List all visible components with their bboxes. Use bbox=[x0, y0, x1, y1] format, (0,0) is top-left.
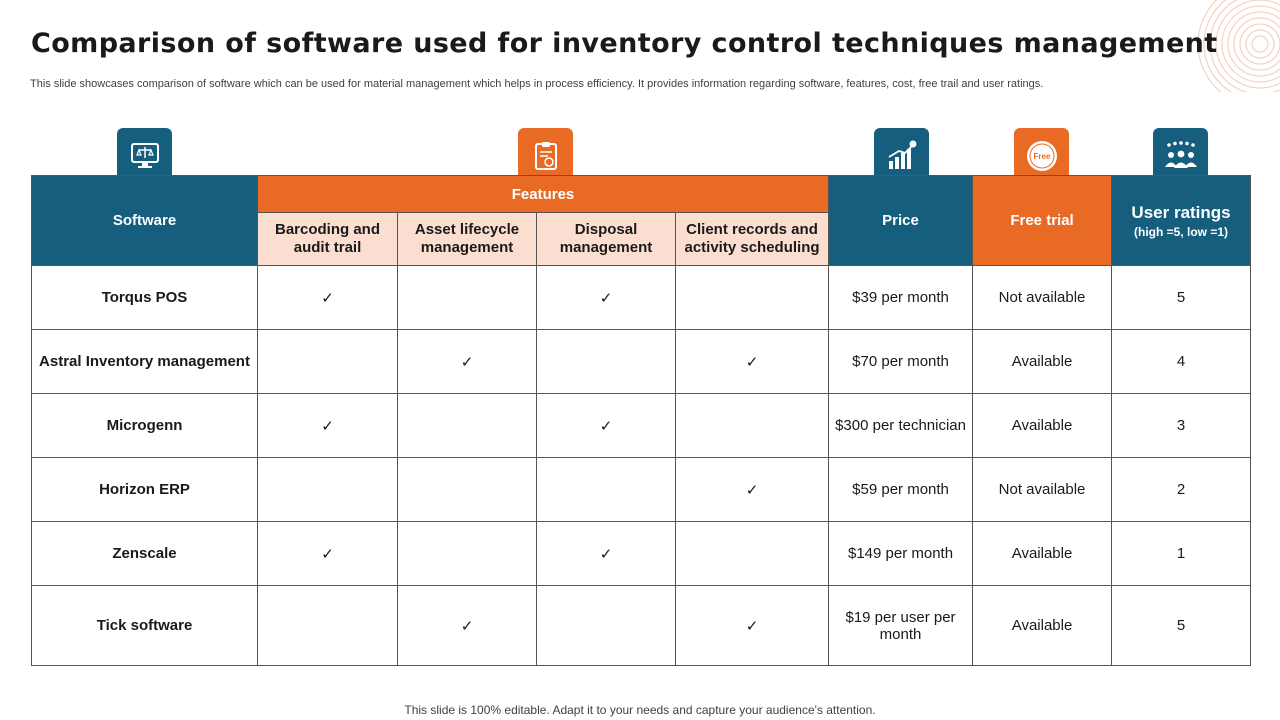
checklist-icon bbox=[518, 128, 573, 183]
table-row: Microgenn ✓ ✓ $300 per technician Available 3 bbox=[31, 393, 1252, 458]
software-name: Zenscale bbox=[31, 521, 258, 586]
rating-cell: 5 bbox=[1111, 585, 1252, 666]
header-free-trial: Free trial bbox=[972, 175, 1113, 266]
monitor-icon bbox=[117, 128, 172, 183]
checkmark-icon: ✓ bbox=[397, 585, 537, 666]
checkmark-icon: ✓ bbox=[674, 329, 830, 394]
rating-cell: 4 bbox=[1111, 329, 1252, 394]
header-software: Software bbox=[31, 175, 258, 266]
empty-cell bbox=[257, 457, 398, 522]
users-rating-icon bbox=[1153, 128, 1208, 183]
free-trial-cell: Not available bbox=[972, 265, 1113, 330]
empty-cell bbox=[397, 457, 537, 522]
empty-cell bbox=[397, 265, 537, 330]
page-subtitle: This slide showcases comparison of softw… bbox=[30, 78, 1044, 90]
growth-chart-icon bbox=[874, 128, 929, 183]
rating-cell: 2 bbox=[1111, 457, 1252, 522]
empty-cell bbox=[536, 329, 676, 394]
free-trial-cell: Not available bbox=[972, 457, 1113, 522]
empty-cell bbox=[397, 393, 537, 458]
checkmark-icon: ✓ bbox=[397, 329, 537, 394]
price-cell: $300 per technician bbox=[828, 393, 974, 458]
checkmark-icon: ✓ bbox=[257, 393, 398, 458]
empty-cell bbox=[674, 393, 830, 458]
empty-cell bbox=[674, 265, 830, 330]
rating-cell: 3 bbox=[1111, 393, 1252, 458]
decorative-rings bbox=[1196, 0, 1280, 92]
header-feature-disposal: Disposal management bbox=[536, 212, 676, 266]
empty-cell bbox=[257, 585, 398, 666]
checkmark-icon: ✓ bbox=[536, 265, 676, 330]
free-badge-text: Free bbox=[1033, 152, 1050, 161]
empty-cell bbox=[674, 521, 830, 586]
header-feature-asset-lifecycle: Asset lifecycle management bbox=[397, 212, 537, 266]
checkmark-icon: ✓ bbox=[536, 393, 676, 458]
software-name: Torqus POS bbox=[31, 265, 258, 330]
price-cell: $19 per user per month bbox=[828, 585, 974, 666]
software-name: Tick software bbox=[31, 585, 258, 666]
free-trial-cell: Available bbox=[972, 393, 1113, 458]
header-price: Price bbox=[828, 175, 974, 266]
price-cell: $59 per month bbox=[828, 457, 974, 522]
checkmark-icon: ✓ bbox=[674, 457, 830, 522]
header-user-ratings: User ratings (high =5, low =1) bbox=[1111, 175, 1252, 266]
user-ratings-scale: (high =5, low =1) bbox=[1134, 224, 1229, 239]
checkmark-icon: ✓ bbox=[257, 521, 398, 586]
software-name: Horizon ERP bbox=[31, 457, 258, 522]
empty-cell bbox=[536, 585, 676, 666]
software-name: Astral Inventory management bbox=[31, 329, 258, 394]
header-feature-barcoding: Barcoding and audit trail bbox=[257, 212, 398, 266]
free-trial-cell: Available bbox=[972, 329, 1113, 394]
software-name: Microgenn bbox=[31, 393, 258, 458]
free-trial-cell: Available bbox=[972, 585, 1113, 666]
checkmark-icon: ✓ bbox=[536, 521, 676, 586]
empty-cell bbox=[397, 521, 537, 586]
empty-cell bbox=[257, 329, 398, 394]
free-badge-icon: Free bbox=[1014, 128, 1069, 183]
free-trial-cell: Available bbox=[972, 521, 1113, 586]
checkmark-icon: ✓ bbox=[674, 585, 830, 666]
user-ratings-label: User ratings bbox=[1131, 202, 1231, 222]
table-row: Horizon ERP ✓ $59 per month Not available 2 bbox=[31, 457, 1252, 522]
rating-cell: 5 bbox=[1111, 265, 1252, 330]
page-title: Comparison of software used for inventor… bbox=[31, 28, 1218, 59]
header-features: Features bbox=[256, 175, 830, 213]
price-cell: $39 per month bbox=[828, 265, 974, 330]
table-row: Zenscale ✓ ✓ $149 per month Available 1 bbox=[31, 521, 1252, 586]
checkmark-icon: ✓ bbox=[257, 265, 398, 330]
header-feature-client-records: Client records and activity scheduling bbox=[674, 212, 830, 266]
empty-cell bbox=[536, 457, 676, 522]
rating-cell: 1 bbox=[1111, 521, 1252, 586]
price-cell: $149 per month bbox=[828, 521, 974, 586]
price-cell: $70 per month bbox=[828, 329, 974, 394]
table-row: Astral Inventory management ✓ ✓ $70 per mon… bbox=[31, 329, 1252, 394]
table-body: Torqus POS ✓ ✓ $39 per month Not available 5 A… bbox=[31, 265, 1252, 666]
footer-note: This slide is 100% editable. Adapt it to… bbox=[404, 703, 876, 717]
comparison-table: Software Features Price Free trial User … bbox=[31, 175, 1252, 666]
table-row: Torqus POS ✓ ✓ $39 per month Not available 5 bbox=[31, 265, 1252, 330]
table-row: Tick software ✓ ✓ $19 per user per month Ava… bbox=[31, 585, 1252, 666]
